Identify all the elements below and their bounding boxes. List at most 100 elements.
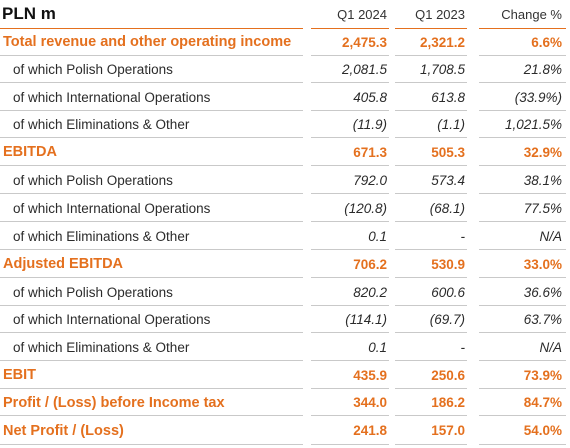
row-rule xyxy=(0,110,303,111)
row-rule xyxy=(479,415,566,416)
value-q1-2024: 405.8 xyxy=(353,89,387,105)
row-rule xyxy=(0,277,303,278)
row-label: Total revenue and other operating income xyxy=(3,34,292,50)
row-rule xyxy=(395,360,467,361)
row-rule xyxy=(0,415,303,416)
header-rule-label xyxy=(0,28,303,29)
row-rule xyxy=(311,415,389,416)
value-q1-2023: 2,321.2 xyxy=(419,34,465,50)
table-row-major: Adjusted EBITDA 706.2 530.9 33.0% xyxy=(0,250,570,278)
row-label: EBIT xyxy=(3,367,37,383)
row-rule xyxy=(395,415,467,416)
row-rule xyxy=(0,332,303,333)
column-header-change: Change % xyxy=(501,6,562,22)
row-label: of which International Operations xyxy=(13,312,211,327)
value-q1-2024: 2,081.5 xyxy=(341,62,387,77)
table-row-major: EBIT 435.9 250.6 73.9% xyxy=(0,361,570,389)
value-q1-2024: (11.9) xyxy=(352,117,387,132)
value-q1-2023: 157.0 xyxy=(431,423,465,438)
row-rule xyxy=(311,444,389,445)
value-q1-2023: 613.8 xyxy=(431,89,465,105)
value-change: 1,021.5% xyxy=(504,117,562,132)
value-q1-2024: 0.1 xyxy=(368,228,387,244)
row-rule xyxy=(395,332,467,333)
value-q1-2023: 573.4 xyxy=(431,172,465,188)
row-rule xyxy=(0,165,303,166)
value-q1-2024: 344.0 xyxy=(353,395,387,410)
value-q1-2024: 671.3 xyxy=(353,144,387,160)
table-row-major: Net Profit / (Loss) 241.8 157.0 54.0% xyxy=(0,416,570,445)
row-rule xyxy=(311,332,389,333)
row-label: of which Polish Operations xyxy=(13,284,173,300)
row-label: Adjusted EBITDA xyxy=(3,256,124,272)
row-rule xyxy=(0,82,303,83)
row-rule xyxy=(395,193,467,194)
row-label: EBITDA xyxy=(3,144,57,160)
value-change: 73.9% xyxy=(523,367,562,383)
row-rule xyxy=(479,55,566,56)
value-change: (33.9%) xyxy=(514,89,562,105)
value-q1-2023: 186.2 xyxy=(431,395,465,410)
row-rule xyxy=(311,165,389,166)
row-rule xyxy=(311,360,389,361)
row-label: of which Polish Operations xyxy=(13,172,173,188)
value-q1-2024: (120.8) xyxy=(344,200,387,216)
row-rule xyxy=(479,277,566,278)
row-rule xyxy=(311,82,389,83)
row-rule xyxy=(395,165,467,166)
table-row-sub: of which Eliminations & Other 0.1 - N/A xyxy=(0,333,570,361)
value-q1-2024: 820.2 xyxy=(353,284,387,300)
row-rule xyxy=(395,305,467,306)
table-row-sub: of which Eliminations & Other 0.1 - N/A xyxy=(0,222,570,250)
row-rule xyxy=(395,444,467,445)
row-rule xyxy=(311,388,389,389)
row-rule xyxy=(311,249,389,250)
column-header-q1-2024: Q1 2024 xyxy=(337,6,387,22)
row-label: of which International Operations xyxy=(13,89,211,105)
value-q1-2024: 241.8 xyxy=(353,423,387,438)
table-row-sub: of which Polish Operations 820.2 600.6 36.6… xyxy=(0,278,570,306)
row-rule xyxy=(0,249,303,250)
row-rule xyxy=(0,137,303,138)
row-rule xyxy=(479,249,566,250)
value-q1-2024: (114.1) xyxy=(345,312,387,327)
row-rule xyxy=(311,221,389,222)
row-rule xyxy=(395,221,467,222)
row-label: of which International Operations xyxy=(13,200,211,216)
row-rule xyxy=(0,193,303,194)
row-rule xyxy=(479,305,566,306)
value-q1-2024: 2,475.3 xyxy=(341,34,387,50)
value-q1-2023: - xyxy=(460,339,466,355)
row-label: of which Eliminations & Other xyxy=(13,228,190,244)
table-header: PLN m Q1 2024 Q1 2023 Change % xyxy=(0,0,570,28)
value-change: 63.7% xyxy=(523,312,562,327)
row-rule xyxy=(311,137,389,138)
row-label: of which Polish Operations xyxy=(13,62,173,77)
row-rule xyxy=(395,82,467,83)
table-row-sub: of which Polish Operations 2,081.5 1,708.5… xyxy=(0,56,570,83)
table-row-major: EBITDA 671.3 505.3 32.9% xyxy=(0,138,570,166)
row-label: of which Eliminations & Other xyxy=(13,117,190,132)
row-rule xyxy=(479,165,566,166)
value-q1-2023: (68.1) xyxy=(429,200,465,216)
value-change: N/A xyxy=(539,339,562,355)
value-q1-2023: (69.7) xyxy=(429,312,465,327)
row-rule xyxy=(0,221,303,222)
row-label: Net Profit / (Loss) xyxy=(3,422,124,439)
value-q1-2024: 792.0 xyxy=(353,172,387,188)
row-label: of which Eliminations & Other xyxy=(13,339,190,355)
unit-title: PLN m xyxy=(2,4,56,23)
row-rule xyxy=(395,249,467,250)
row-rule xyxy=(479,360,566,361)
value-q1-2023: 505.3 xyxy=(431,144,465,160)
value-q1-2024: 435.9 xyxy=(353,367,387,383)
row-rule xyxy=(395,277,467,278)
value-q1-2023: 1,708.5 xyxy=(419,62,465,77)
row-rule xyxy=(479,221,566,222)
row-label: Profit / (Loss) before Income tax xyxy=(3,394,225,411)
table-row-major: Total revenue and other operating income… xyxy=(0,28,570,56)
value-change: 77.5% xyxy=(523,200,562,216)
row-rule xyxy=(311,193,389,194)
row-rule xyxy=(311,110,389,111)
